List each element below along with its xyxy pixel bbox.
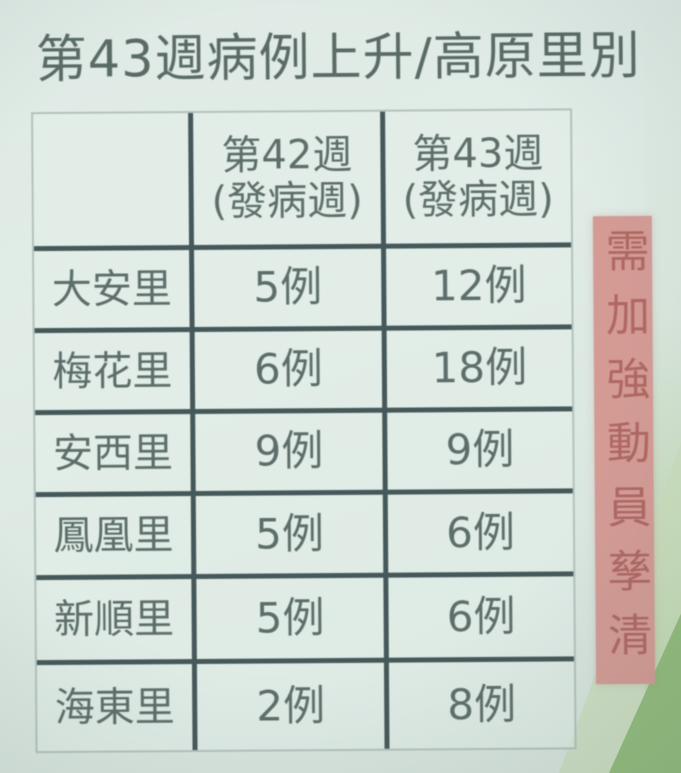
header-cell-week43: 第43週 (發病週) xyxy=(385,110,571,243)
village-cell: 安西里 xyxy=(35,409,196,493)
count-cell-w42: 5例 xyxy=(194,243,387,328)
village-cell: 鳳凰里 xyxy=(35,491,197,576)
header-week42-line1: 第42週 xyxy=(221,131,353,179)
header-week42-line2: (發病週) xyxy=(211,177,363,225)
header-cell-empty xyxy=(33,113,195,247)
count-cell-w43: 8例 xyxy=(388,656,575,749)
side-banner-text: 需加強動員孳清 xyxy=(597,227,652,677)
village-cell: 新順里 xyxy=(36,574,197,661)
header-cell-week42: 第42週 (發病週) xyxy=(193,111,387,246)
count-cell-w42: 5例 xyxy=(196,572,389,660)
count-cell-w42: 2例 xyxy=(196,657,390,751)
count-cell-w42: 9例 xyxy=(195,407,388,492)
count-cell-w43: 6例 xyxy=(388,571,574,658)
count-cell-w43: 9例 xyxy=(387,406,573,490)
village-cell: 梅花里 xyxy=(34,327,196,411)
cases-table: 第42週 (發病週) 第43週 (發病週) 大安里 5例 12例 梅花里 6例 … xyxy=(31,108,577,754)
count-cell-w43: 12例 xyxy=(386,242,572,326)
slide-title: 第43週病例上升/高原里別 xyxy=(35,26,641,91)
village-cell: 大安里 xyxy=(34,245,195,329)
count-cell-w43: 18例 xyxy=(386,324,573,408)
side-banner: 需加強動員孳清 xyxy=(592,215,656,685)
village-cell: 海東里 xyxy=(36,659,198,752)
count-cell-w42: 6例 xyxy=(194,325,388,410)
header-week43-line2: (發病週) xyxy=(402,176,554,224)
count-cell-w42: 5例 xyxy=(195,489,389,575)
header-week43-line1: 第43週 xyxy=(412,130,544,178)
count-cell-w43: 6例 xyxy=(387,488,574,573)
